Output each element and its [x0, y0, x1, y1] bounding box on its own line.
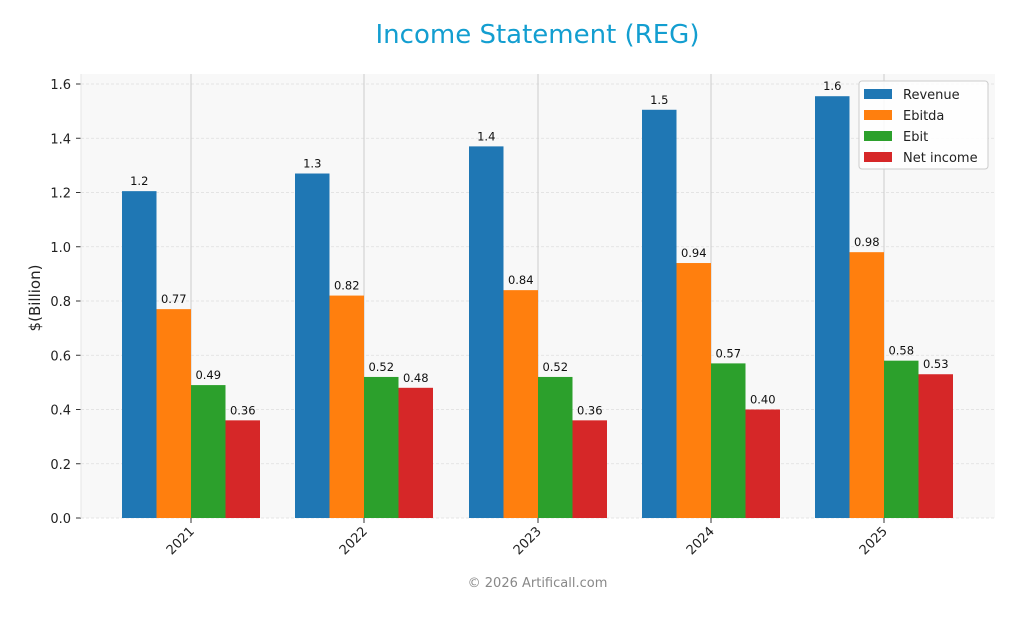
legend-box — [858, 80, 989, 170]
bar-value-label: 0.77 — [161, 292, 187, 306]
x-axis: 2021 2022 2023 2024 2025 — [164, 518, 891, 558]
y-tick-label: 0.4 — [50, 404, 71, 419]
bar-value-label: 0.52 — [542, 360, 568, 374]
bar-ebitda — [329, 295, 364, 518]
bar-value-label: 0.53 — [923, 357, 949, 371]
bar-value-label: 0.94 — [681, 246, 707, 260]
bar-ebit — [364, 376, 399, 518]
copyright-footer: © 2026 Artificall.com — [467, 576, 608, 591]
legend-label: Ebit — [903, 130, 928, 145]
bar-value-label: 0.36 — [230, 403, 256, 417]
y-axis: 0.0 0.2 0.4 0.6 0.8 1.0 1.2 1.4 1.6 — [50, 74, 82, 527]
bar-revenue — [815, 96, 850, 519]
bar-value-label: 0.40 — [750, 393, 776, 407]
legend-label: Revenue — [903, 88, 960, 103]
y-tick-label: 0.2 — [50, 458, 71, 473]
x-tick-label: 2023 — [511, 524, 545, 558]
y-tick-label: 1.6 — [50, 78, 71, 93]
y-axis-label: $(Billion) — [26, 265, 44, 332]
bar-net-income — [225, 420, 260, 518]
bar-value-label: 0.49 — [195, 368, 221, 382]
bar-ebitda — [503, 290, 538, 518]
bar-value-label: 1.2 — [130, 174, 148, 188]
y-tick-label: 1.0 — [50, 241, 71, 256]
legend: Revenue Ebitda Ebit Net income — [858, 80, 989, 170]
chart-title: Income Statement (REG) — [375, 20, 700, 50]
bar-value-label: 0.82 — [334, 279, 360, 293]
bar-ebitda — [156, 309, 191, 518]
bar-value-label: 0.52 — [368, 360, 394, 374]
bar-value-label: 0.84 — [508, 273, 534, 287]
bar-net-income — [745, 409, 780, 518]
legend-swatch — [864, 89, 892, 99]
bar-value-label: 0.58 — [888, 344, 914, 358]
bar-revenue — [469, 146, 504, 518]
x-tick-label: 2025 — [857, 524, 891, 558]
bar-net-income — [572, 420, 607, 518]
bar-revenue — [642, 109, 677, 519]
legend-swatch — [864, 152, 892, 162]
bar-ebitda — [849, 252, 884, 519]
x-tick-label: 2021 — [164, 524, 198, 558]
bar-ebit — [711, 363, 746, 518]
x-tick-label: 2024 — [684, 524, 718, 558]
y-tick-label: 0.8 — [50, 295, 71, 310]
bar-ebitda — [676, 263, 711, 518]
bar-net-income — [918, 374, 953, 518]
bar-value-label: 0.98 — [854, 235, 880, 249]
y-tick-label: 1.2 — [50, 187, 71, 202]
legend-label: Ebitda — [903, 109, 944, 124]
bar-value-label: 1.5 — [650, 93, 668, 107]
bar-value-label: 1.6 — [823, 79, 841, 93]
bar-value-label: 0.57 — [715, 346, 741, 360]
bar-ebit — [191, 385, 226, 518]
y-tick-label: 0.6 — [50, 349, 71, 364]
y-tick-label: 1.4 — [50, 132, 71, 147]
bar-value-label: 0.36 — [577, 403, 603, 417]
legend-label: Net income — [903, 151, 978, 166]
x-tick-label: 2022 — [337, 524, 371, 558]
y-tick-label: 0.0 — [50, 512, 71, 527]
bar-net-income — [398, 387, 433, 518]
bar-revenue — [295, 173, 330, 518]
bar-value-label: 1.3 — [303, 157, 321, 171]
bar-value-labels: 1.2 1.3 1.4 1.5 1.6 0.77 0.82 0.84 0.94 0.98 0.49 0… — [130, 79, 948, 417]
bar-value-label: 1.4 — [477, 129, 495, 143]
legend-swatch — [864, 131, 892, 141]
bar-revenue — [122, 191, 157, 519]
bar-ebit — [538, 376, 573, 518]
bars — [122, 96, 953, 519]
legend-swatch — [864, 110, 892, 120]
bar-ebit — [884, 360, 919, 518]
bar-value-label: 0.48 — [403, 371, 429, 385]
